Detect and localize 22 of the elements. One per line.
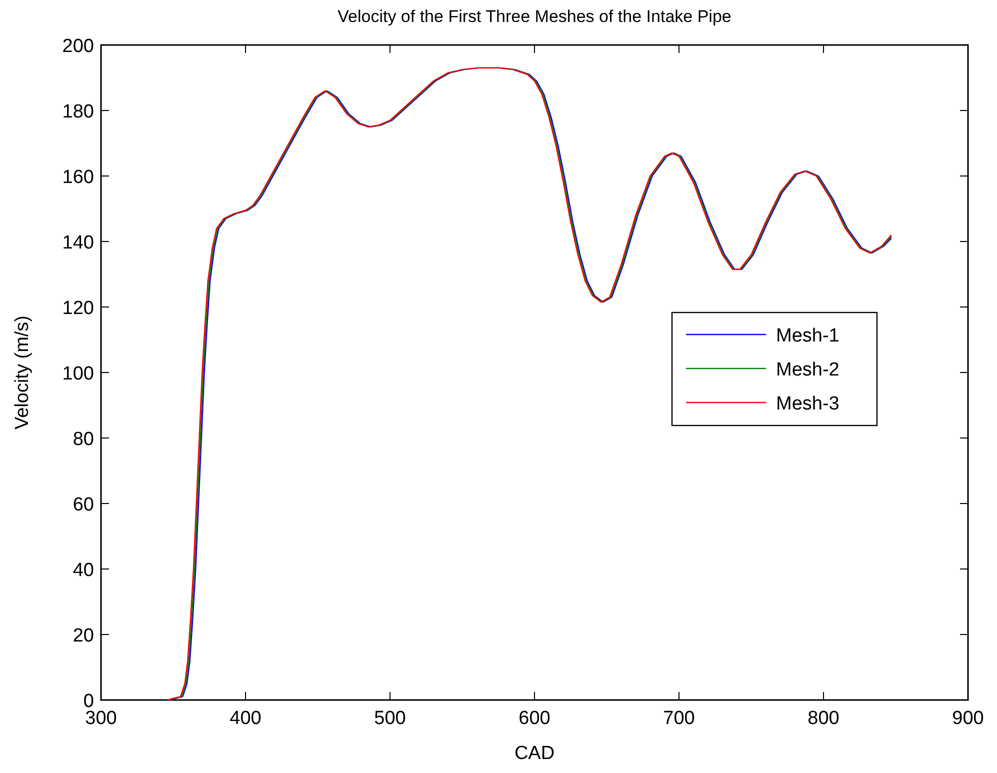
x-tick-label: 600 [518,708,550,729]
y-tick-label: 180 [62,102,94,122]
y-tick-label: 120 [62,298,94,319]
y-axis-title: Velocity (m/s) [12,315,33,430]
y-tick-label: 20 [72,626,94,646]
x-tick-label: 700 [663,708,695,729]
y-tick-label: 60 [72,494,94,516]
x-tick-label: 900 [952,708,984,729]
y-tick-label: 80 [72,429,94,450]
y-tick-label: 140 [62,232,94,254]
y-tick-label: 200 [62,36,94,57]
y-tick-label: 100 [62,364,94,384]
legend-label: Mesh-2 [776,360,840,380]
y-tick-label: 40 [72,560,94,581]
x-tick-label: 800 [808,708,840,729]
x-tick-label: 500 [374,708,406,729]
chart-title: Velocity of the First Three Meshes of the Intake Pipe [338,7,732,26]
legend-label: Mesh-1 [776,326,840,346]
x-axis-title: CAD [514,743,555,764]
x-tick-label: 400 [230,708,262,729]
legend-label: Mesh-3 [776,394,840,414]
y-tick-label: 160 [62,167,94,188]
